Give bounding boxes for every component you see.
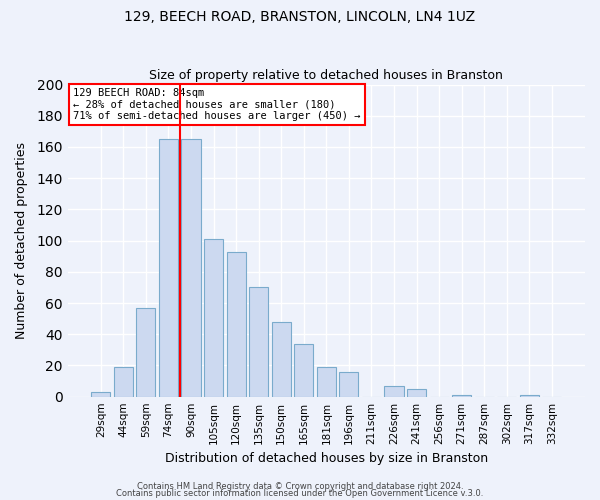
Bar — [114, 367, 133, 396]
Bar — [272, 322, 291, 396]
Y-axis label: Number of detached properties: Number of detached properties — [15, 142, 28, 339]
Bar — [181, 139, 200, 396]
Bar — [340, 372, 358, 396]
Bar — [249, 288, 268, 397]
Text: Contains HM Land Registry data © Crown copyright and database right 2024.: Contains HM Land Registry data © Crown c… — [137, 482, 463, 491]
Bar — [407, 389, 426, 396]
Bar — [385, 386, 404, 396]
Bar — [294, 344, 313, 396]
X-axis label: Distribution of detached houses by size in Branston: Distribution of detached houses by size … — [165, 452, 488, 465]
Bar — [227, 252, 246, 396]
Bar — [136, 308, 155, 396]
Text: 129, BEECH ROAD, BRANSTON, LINCOLN, LN4 1UZ: 129, BEECH ROAD, BRANSTON, LINCOLN, LN4 … — [124, 10, 476, 24]
Title: Size of property relative to detached houses in Branston: Size of property relative to detached ho… — [149, 69, 503, 82]
Bar — [520, 395, 539, 396]
Text: Contains public sector information licensed under the Open Government Licence v.: Contains public sector information licen… — [116, 490, 484, 498]
Bar — [159, 139, 178, 396]
Bar — [204, 239, 223, 396]
Bar — [317, 367, 336, 396]
Text: 129 BEECH ROAD: 84sqm
← 28% of detached houses are smaller (180)
71% of semi-det: 129 BEECH ROAD: 84sqm ← 28% of detached … — [73, 88, 361, 121]
Bar — [91, 392, 110, 396]
Bar — [452, 395, 471, 396]
